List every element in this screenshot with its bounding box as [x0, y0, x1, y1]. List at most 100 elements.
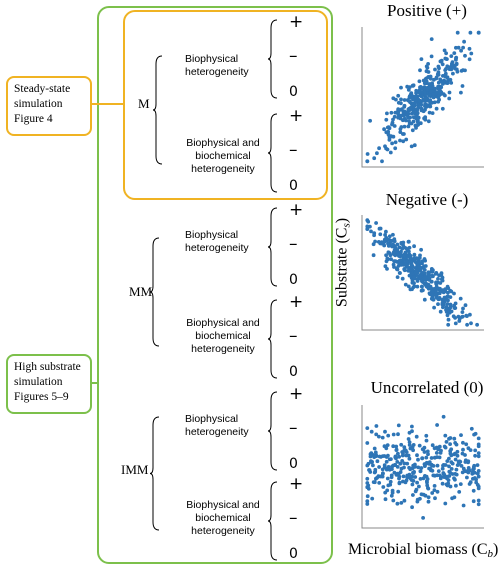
- uncorrelated-point: [476, 498, 481, 503]
- positive-point: [440, 62, 445, 67]
- negative-point: [407, 255, 412, 259]
- uncorrelated-point: [372, 480, 377, 485]
- negative-point: [444, 305, 449, 310]
- mm-row2-plus-sign: +: [289, 292, 304, 312]
- uncorrelated-point: [438, 476, 443, 481]
- negative-point: [443, 287, 448, 292]
- negative-point: [419, 247, 423, 252]
- uncorrelated-point: [415, 480, 419, 485]
- positive-point: [459, 69, 464, 73]
- negative-point: [427, 276, 432, 280]
- uncorrelated-point: [421, 516, 425, 520]
- negative-point: [377, 226, 382, 231]
- negative-point: [402, 266, 407, 271]
- positive-point: [389, 110, 394, 115]
- brace-m-row1: [267, 19, 278, 99]
- uncorrelated-point: [365, 494, 370, 499]
- positive-point: [368, 118, 372, 123]
- uncorrelated-point: [449, 467, 454, 471]
- positive-point: [396, 107, 401, 112]
- positive-point: [462, 39, 466, 44]
- uncorrelated-point: [475, 463, 480, 467]
- positive-point: [423, 104, 427, 108]
- positive-point: [445, 81, 450, 85]
- negative-point: [460, 315, 464, 319]
- uncorrelated-point: [468, 480, 473, 485]
- uncorrelated-point: [469, 426, 474, 431]
- negative-point: [461, 306, 465, 311]
- uncorrelated-point: [368, 470, 373, 474]
- uncorrelated-point: [443, 501, 448, 506]
- positive-point: [427, 104, 432, 109]
- uncorrelated-point: [371, 463, 375, 468]
- uncorrelated-point: [430, 443, 435, 448]
- positive-point: [476, 30, 481, 35]
- negative-point: [457, 319, 462, 323]
- uncorrelated-point: [470, 471, 475, 476]
- brace-imm-row1: [267, 391, 278, 471]
- positive-point: [429, 37, 434, 41]
- negative-point: [411, 285, 416, 290]
- negative-point: [389, 257, 393, 262]
- positive-point: [372, 156, 377, 161]
- positive-point: [440, 106, 445, 111]
- uncorrelated-point: [423, 474, 427, 478]
- positive-point: [442, 48, 447, 53]
- positive-point: [390, 120, 395, 125]
- uncorrelated-point: [381, 471, 385, 476]
- positive-point: [418, 121, 423, 126]
- steady-line1: Steady-state: [14, 83, 71, 95]
- uncorrelated-point: [475, 471, 480, 476]
- negative-axes: [361, 215, 484, 331]
- negative-point: [386, 250, 391, 255]
- negative-point: [449, 289, 454, 294]
- uncorrelated-point: [385, 488, 390, 493]
- negative-point: [383, 264, 388, 269]
- uncorrelated-point: [377, 481, 382, 485]
- negative-point: [368, 224, 372, 229]
- negative-point: [416, 276, 421, 281]
- uncorrelated-point: [439, 448, 443, 453]
- uncorrelated-point: [365, 485, 370, 490]
- m-bio2-l3: heterogeneity: [191, 163, 255, 175]
- uncorrelated-point: [372, 454, 377, 458]
- plot-title-uncorrelated: Uncorrelated (0): [370, 378, 484, 397]
- positive-point: [393, 146, 398, 151]
- uncorrelated-point: [426, 499, 431, 504]
- positive-point: [402, 124, 407, 129]
- negative-point: [385, 256, 390, 261]
- uncorrelated-point: [452, 436, 457, 441]
- positive-point: [427, 84, 432, 88]
- positive-point: [417, 99, 422, 103]
- m-row2-minus-sign: –: [289, 140, 298, 160]
- negative-point: [434, 284, 439, 289]
- uncorrelated-point: [476, 444, 481, 449]
- negative-point: [383, 238, 387, 243]
- negative-point: [434, 289, 438, 293]
- mm-bio2-l3: heterogeneity: [191, 343, 255, 355]
- negative-point: [407, 245, 412, 250]
- positive-point: [447, 90, 452, 95]
- uncorrelated-point: [377, 434, 381, 439]
- uncorrelated-point: [410, 424, 414, 429]
- negative-point: [400, 253, 405, 258]
- high-substrate-box: High substrate simulation Figures 5–9: [6, 354, 92, 414]
- negative-point: [422, 276, 427, 281]
- positive-point: [412, 110, 416, 115]
- uncorrelated-point: [393, 454, 398, 459]
- negative-point: [448, 295, 453, 299]
- positive-point: [385, 111, 389, 116]
- m-row2-zero-sign: 0: [289, 178, 298, 194]
- negative-point: [445, 294, 450, 299]
- negative-point: [395, 259, 399, 264]
- uncorrelated-point: [386, 433, 391, 438]
- positive-point: [427, 99, 432, 104]
- negative-point: [438, 281, 443, 285]
- uncorrelated-point: [391, 498, 396, 503]
- positive-point: [416, 115, 421, 120]
- positive-point: [392, 124, 397, 128]
- uncorrelated-point: [473, 448, 478, 453]
- positive-point: [436, 99, 441, 104]
- negative-point: [384, 253, 388, 258]
